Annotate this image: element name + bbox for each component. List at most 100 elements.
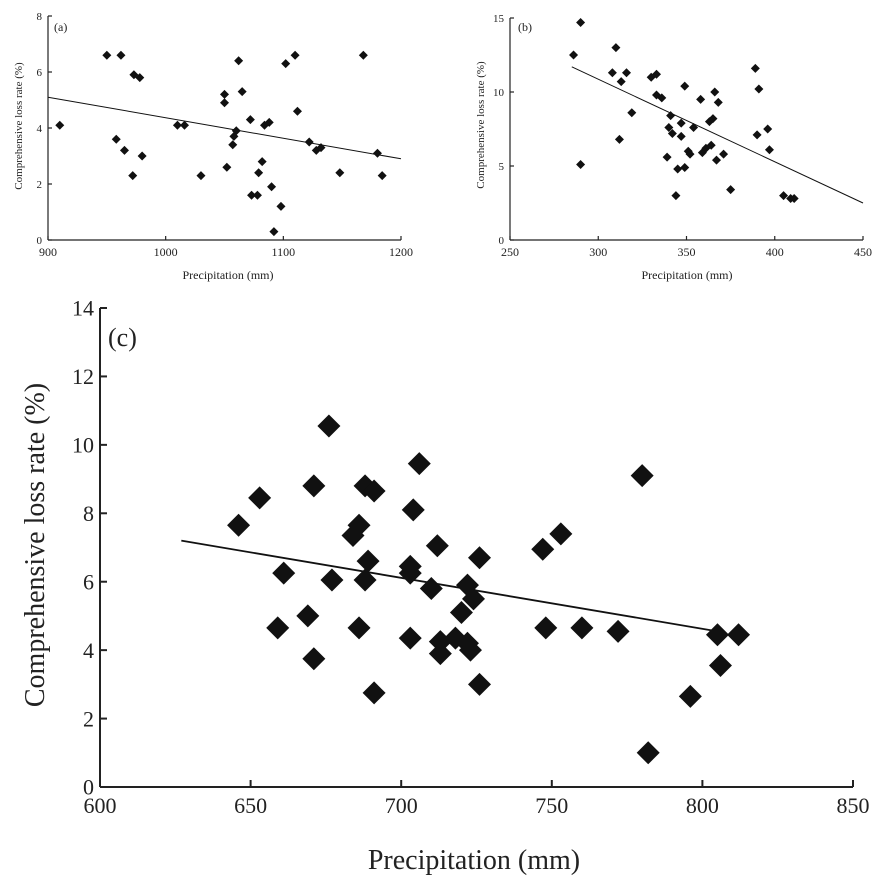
x-tick-label-a: 1000 — [154, 245, 178, 259]
data-point-c — [727, 623, 751, 647]
data-point-c — [401, 498, 425, 522]
x-tick-label-b: 400 — [766, 245, 784, 259]
data-point-b — [576, 17, 586, 27]
data-point-a — [254, 168, 264, 178]
x-axis-label-b: Precipitation (mm) — [642, 268, 733, 282]
data-point-a — [55, 120, 65, 130]
data-point-a — [372, 148, 382, 158]
data-point-a — [316, 143, 326, 153]
data-point-c — [708, 654, 732, 678]
panel-label-c: (c) — [108, 323, 137, 352]
y-tick-label-b: 10 — [493, 87, 505, 99]
x-tick-label-b: 450 — [854, 245, 872, 259]
y-tick-label-a: 0 — [37, 235, 43, 247]
data-point-c — [407, 452, 431, 476]
data-point-c — [449, 601, 473, 625]
data-point-c — [347, 616, 371, 640]
x-tick-label-a: 1200 — [389, 245, 413, 259]
data-point-b — [710, 87, 720, 97]
data-point-c — [317, 414, 341, 438]
data-point-c — [531, 537, 555, 561]
y-tick-label-c: 12 — [72, 364, 94, 389]
panel-c: (c) Precipitation (mm) Comprehensive los… — [20, 296, 870, 876]
data-point-c — [458, 638, 482, 662]
x-tick-label-a: 900 — [39, 245, 57, 259]
x-tick-label-b: 300 — [589, 245, 607, 259]
y-tick-label-c: 10 — [72, 433, 94, 458]
data-point-b — [680, 81, 690, 91]
data-point-a — [267, 182, 277, 192]
data-point-c — [534, 616, 558, 640]
data-point-b — [614, 134, 624, 144]
data-point-a — [116, 50, 126, 60]
x-tick-label-c: 800 — [686, 793, 719, 818]
data-point-a — [220, 98, 229, 108]
data-point-b — [689, 123, 699, 133]
data-point-b — [750, 63, 760, 73]
data-point-a — [237, 87, 247, 97]
data-point-b — [708, 114, 718, 124]
data-point-a — [290, 50, 300, 60]
data-point-a — [292, 106, 302, 116]
y-axis-label-b: Comprehensive loss rate (%) — [475, 61, 487, 189]
data-point-a — [119, 145, 129, 155]
data-point-c — [630, 464, 654, 488]
data-point-b — [764, 145, 774, 155]
data-point-c — [353, 568, 377, 592]
data-point-b — [616, 77, 626, 87]
data-point-c — [362, 479, 386, 503]
panel-label-b: (b) — [518, 20, 532, 34]
data-point-c — [461, 587, 485, 611]
data-point-c — [398, 626, 422, 650]
data-point-b — [712, 155, 722, 165]
data-point-a — [172, 120, 182, 130]
data-point-c — [362, 681, 386, 705]
x-axis-label-c: Precipitation (mm) — [368, 845, 580, 876]
data-point-b — [569, 50, 579, 60]
y-axis-label-a: Comprehensive loss rate (%) — [13, 62, 25, 190]
data-point-a — [137, 151, 147, 161]
data-point-b — [651, 69, 661, 79]
y-tick-label-a: 8 — [37, 11, 43, 23]
data-point-b — [662, 152, 672, 162]
data-point-a — [335, 168, 345, 178]
y-tick-label-c: 0 — [83, 775, 94, 800]
y-tick-label-c: 6 — [83, 569, 94, 594]
y-tick-label-a: 4 — [37, 123, 43, 135]
data-point-c — [248, 486, 272, 510]
data-point-c — [428, 630, 452, 654]
data-point-a — [257, 157, 267, 167]
data-point-b — [789, 194, 799, 204]
data-point-a — [231, 126, 241, 136]
data-point-c — [398, 561, 422, 585]
data-point-a — [111, 134, 121, 144]
data-point-b — [754, 84, 764, 94]
data-point-a — [196, 171, 206, 181]
data-point-a — [247, 190, 257, 200]
data-point-a — [222, 162, 232, 172]
data-point-c — [705, 623, 729, 647]
data-point-b — [664, 123, 674, 133]
data-point-b — [657, 93, 667, 103]
data-point-c — [302, 647, 326, 671]
data-point-a — [264, 117, 274, 127]
y-tick-label-a: 2 — [37, 179, 43, 191]
data-point-c — [419, 577, 443, 601]
data-point-c — [320, 568, 344, 592]
y-tick-label-c: 14 — [72, 296, 94, 321]
trendline-c — [181, 539, 718, 633]
data-point-c — [266, 616, 290, 640]
data-point-b — [676, 118, 686, 128]
trendline-a — [47, 96, 402, 160]
data-point-a — [304, 137, 314, 147]
data-point-b — [713, 97, 723, 107]
data-point-b — [607, 68, 617, 78]
data-point-a — [179, 120, 189, 130]
data-point-b — [671, 191, 681, 201]
x-tick-label-c: 600 — [84, 793, 117, 818]
y-tick-label-b: 0 — [499, 235, 505, 247]
data-point-a — [128, 171, 138, 181]
y-tick-label-c: 4 — [83, 638, 94, 663]
data-point-a — [135, 73, 145, 83]
